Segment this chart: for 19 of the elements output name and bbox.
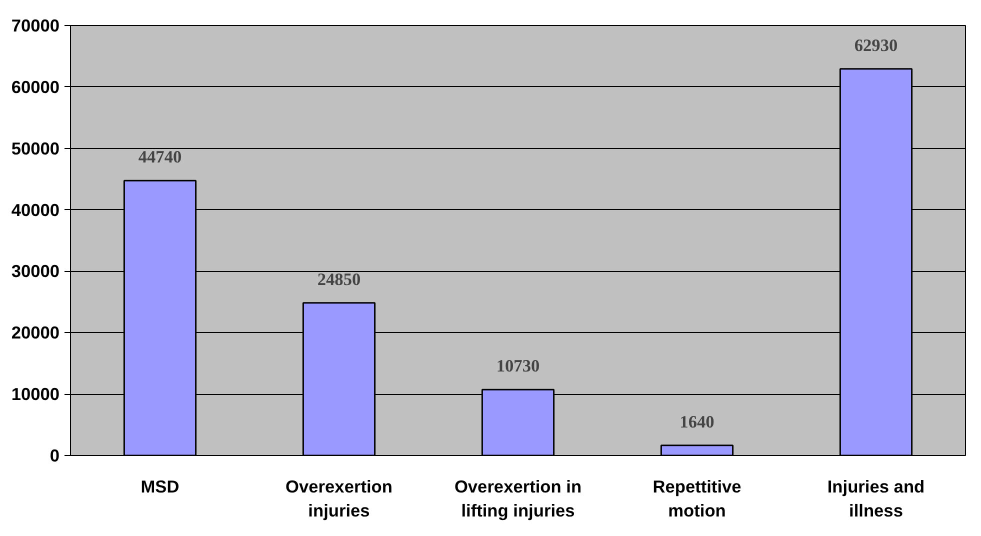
y-tick-label: 70000: [11, 16, 60, 36]
x-tick-label: Repettitive motion: [652, 476, 742, 520]
y-tick-label: 50000: [11, 138, 60, 158]
data-label: 62930: [854, 36, 898, 55]
bar: [660, 444, 734, 456]
data-label: 10730: [496, 356, 540, 376]
y-tick-label: 30000: [11, 261, 60, 282]
data-label: 24850: [317, 270, 361, 289]
x-tick-label: MSD: [140, 476, 180, 496]
x-tick-label: Overexertion in lifting injuries: [454, 476, 582, 520]
y-tick-label: 10000: [11, 384, 60, 404]
data-label: 1640: [680, 412, 714, 432]
x-tick-label: Injuries and illness: [827, 476, 925, 520]
data-label: 44740: [138, 148, 182, 167]
y-tick-label: 60000: [11, 76, 60, 97]
y-tick-label: 0: [50, 446, 60, 466]
x-tick-label: Overexertion injuries: [286, 476, 392, 520]
y-tick-label: 40000: [11, 200, 60, 220]
y-tick-label: 20000: [11, 322, 60, 343]
